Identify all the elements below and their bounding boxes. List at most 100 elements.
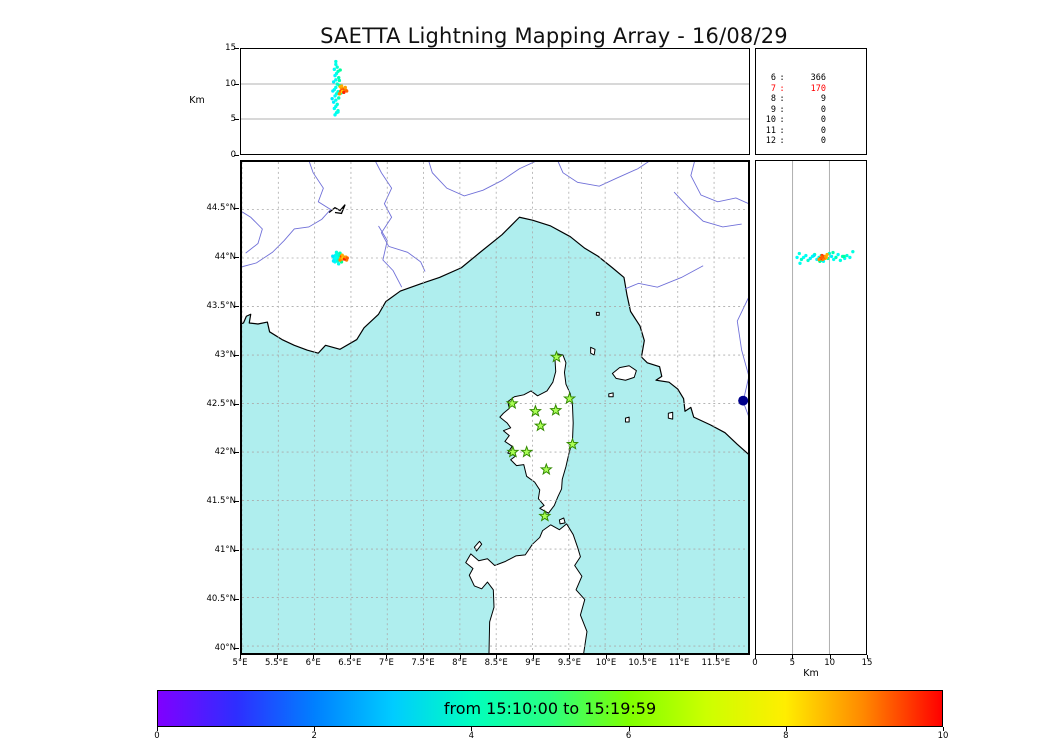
lon-tick-mark: [532, 655, 534, 659]
colorbar-tick-mark: [157, 727, 158, 731]
lightning-source-point: [798, 261, 802, 265]
lon-tick-mark: [423, 655, 424, 659]
lon-tick-label: 5.5°E: [265, 658, 289, 668]
lat-tick-label: 42°N: [214, 447, 236, 458]
altitude-latitude-panel: [755, 160, 867, 655]
altitude-tick-label: 5: [789, 658, 796, 668]
lat-tick-mark: [234, 599, 239, 601]
station-dot: [738, 395, 748, 406]
altitude-tick-mark: [234, 83, 239, 85]
station-count-key: 6: [770, 73, 776, 83]
map-plot: [242, 162, 748, 653]
lon-tick-label: 11°E: [668, 658, 690, 668]
station-count-panel: 6:366 7:170 8:9 9:0 10:0 11:0 12:0: [755, 48, 867, 155]
lightning-source-point: [333, 113, 337, 117]
station-count-value: 0: [820, 136, 826, 146]
lightning-source-point: [845, 253, 849, 258]
lon-tick-mark: [313, 655, 315, 659]
lon-tick-label: 8.5°E: [484, 658, 508, 668]
lightning-source-point: [334, 62, 338, 67]
lightning-source-point: [804, 253, 808, 258]
lightning-source-point: [332, 106, 337, 111]
lightning-source-point: [333, 73, 337, 78]
station-count-colon: :: [779, 104, 785, 115]
station-count-value: 9: [820, 94, 826, 104]
altitude-tick-label: 5: [231, 114, 236, 124]
altitude-tick-label: 0: [231, 150, 236, 160]
lma-station-star: [565, 437, 579, 450]
altitude-tick-mark: [234, 155, 239, 156]
lightning-source-point: [334, 98, 338, 102]
station-count-row: 10: 0: [756, 115, 866, 126]
lat-tick-mark: [234, 256, 239, 258]
lat-tick-label: 43.5°N: [206, 300, 236, 311]
station-count-row: 12: 0: [756, 136, 866, 147]
colorbar-tick-mark: [471, 727, 473, 731]
coastline-7: [624, 416, 630, 423]
lightning-source-point: [799, 257, 804, 262]
lat-tick-mark: [234, 648, 239, 650]
lon-tick-label: 9°E: [525, 658, 541, 668]
station-count-value: 170: [810, 83, 826, 94]
lightning-source-point: [332, 67, 337, 71]
lightning-source-point: [842, 254, 846, 259]
lightning-source-point: [825, 252, 829, 257]
lon-tick-mark: [679, 655, 681, 659]
station-count-key: 9: [770, 104, 776, 115]
colorbar-tick-mark: [628, 727, 630, 731]
coastline-4: [590, 346, 596, 356]
lightning-source-point: [342, 90, 346, 95]
lat-tick-label: 42.5°N: [206, 398, 236, 409]
station-count-row: 9: 0: [756, 105, 866, 116]
lon-tick-mark: [715, 655, 717, 659]
colorbar-tick-label: 4: [468, 731, 475, 741]
lon-tick-label: 10°E: [595, 658, 617, 668]
lake-outline: [328, 204, 346, 215]
lightning-source-point: [806, 258, 810, 263]
lightning-source-point: [337, 96, 341, 100]
altitude-tick-mark: [755, 655, 756, 659]
lma-station-star: [533, 418, 548, 432]
lightning-source-point: [334, 59, 338, 64]
lightning-source-point: [336, 110, 340, 114]
lma-station-star: [528, 404, 543, 417]
lightning-source-point: [339, 84, 344, 88]
altitude-tick-label: 10: [225, 78, 236, 89]
lightning-source-point: [338, 68, 342, 72]
river-1: [242, 211, 263, 254]
lma-station-star: [562, 391, 577, 405]
lat-tick-mark: [234, 207, 239, 209]
lon-tick-mark: [642, 655, 644, 659]
river-5: [557, 162, 649, 187]
lat-tick-mark: [234, 452, 239, 454]
coastline-2: [465, 523, 588, 653]
lma-station-star: [539, 462, 553, 476]
river-0: [242, 162, 332, 268]
altitude-tick-label: 10: [824, 658, 836, 668]
lon-tick-label: 11.5°E: [701, 658, 731, 668]
lma-station-star: [549, 403, 563, 416]
lightning-source-point: [829, 254, 834, 259]
lightning-source-point: [795, 255, 799, 260]
station-count-colon: :: [779, 115, 785, 125]
lightning-source-point: [334, 78, 338, 82]
altitude-axis-label: Km: [189, 95, 205, 106]
station-count-key: 10: [765, 115, 776, 125]
lightning-source-point: [330, 96, 334, 101]
station-count-colon: :: [779, 94, 785, 104]
lightning-source-point: [801, 255, 806, 260]
station-count-row: 11: 0: [756, 126, 866, 137]
lon-tick-mark: [606, 655, 607, 659]
lightning-source-point: [331, 259, 336, 263]
coastline-1: [499, 353, 574, 514]
colorbar-tick-mark: [314, 727, 316, 731]
lightning-source-point: [345, 256, 349, 260]
lightning-source-point: [832, 257, 836, 262]
lightning-source-point: [338, 251, 342, 255]
lon-tick-label: 9.5°E: [557, 658, 581, 668]
colorbar-tick-label: 6: [625, 731, 632, 741]
station-count-colon: :: [779, 73, 785, 83]
lightning-source-point: [851, 249, 855, 254]
lma-station-star: [505, 396, 519, 410]
lightning-source-point: [333, 94, 337, 98]
